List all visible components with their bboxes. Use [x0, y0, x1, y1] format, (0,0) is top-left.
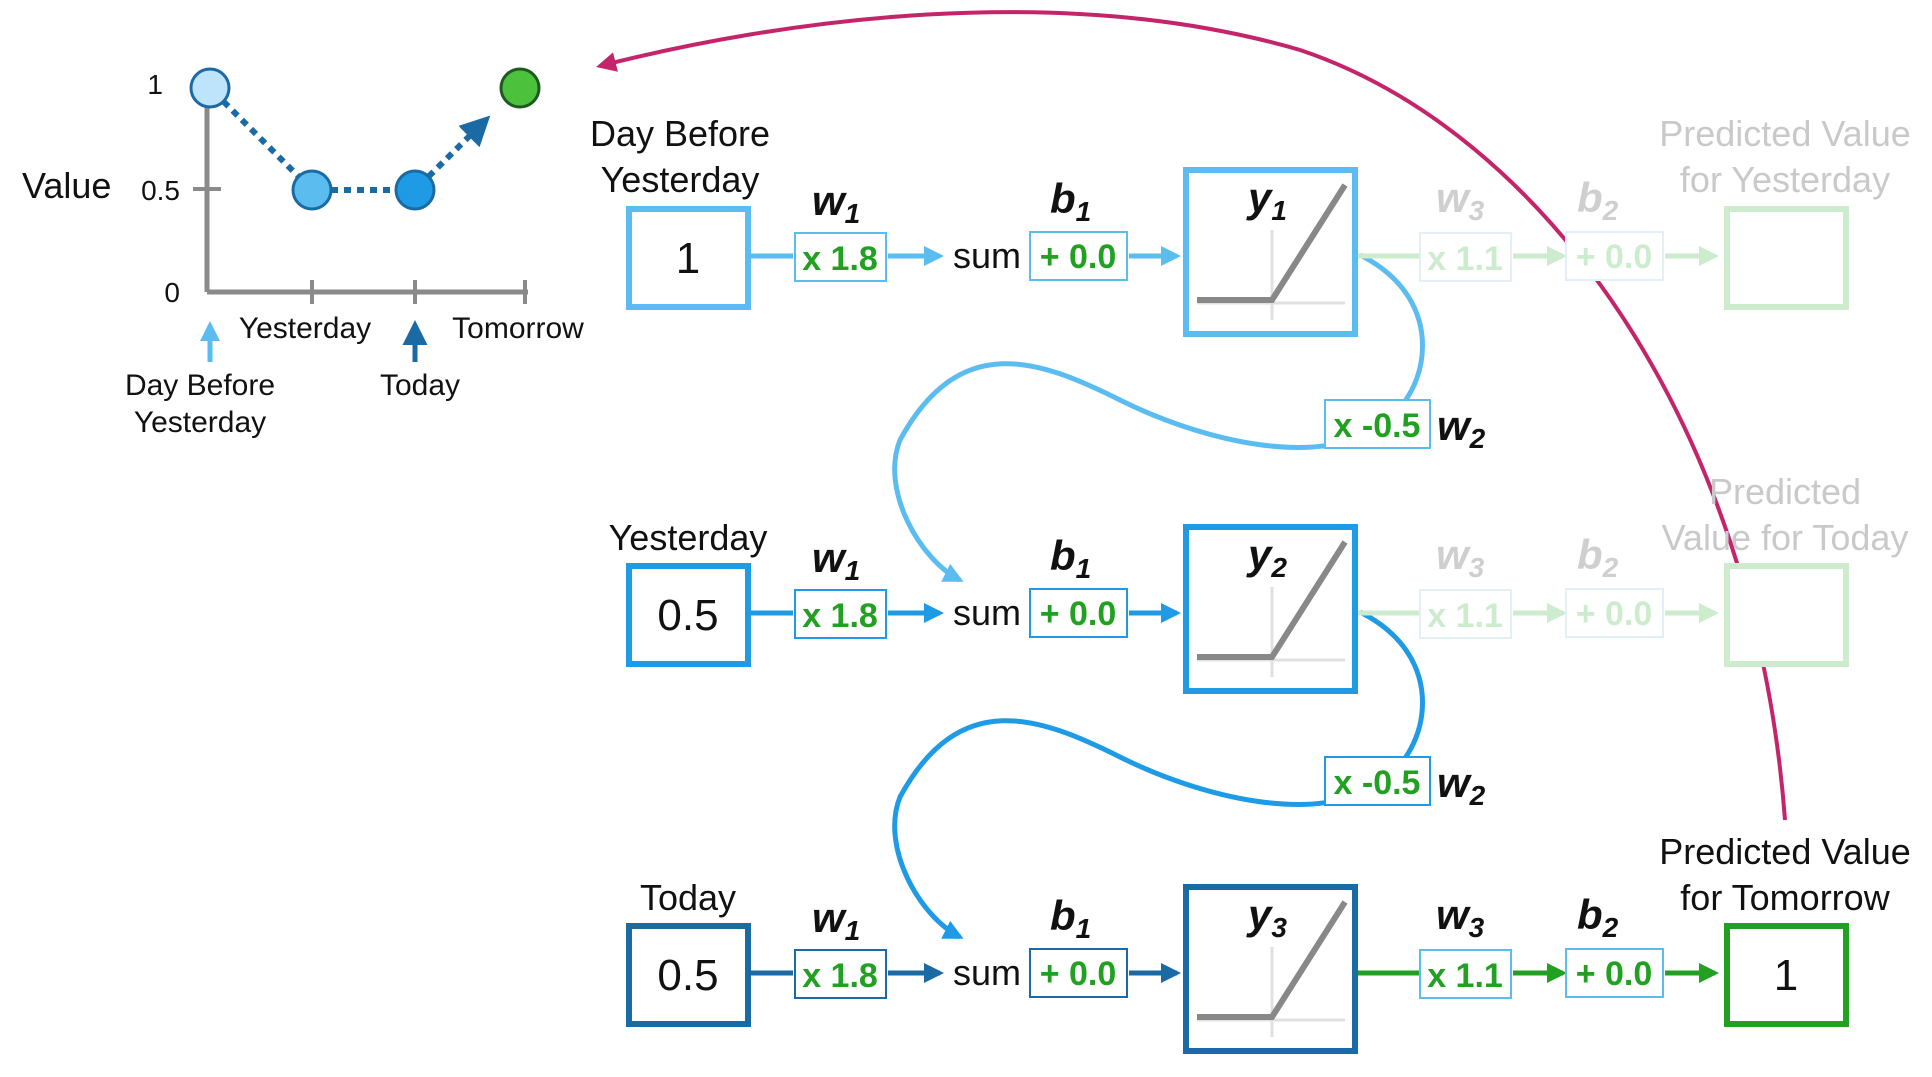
chart-series-lines — [221, 99, 491, 193]
w2-label: w2 — [1437, 402, 1486, 454]
b1-label: b1 — [1050, 892, 1091, 944]
output-label-line2: Value for Today — [1662, 517, 1909, 558]
b1-label: b1 — [1050, 532, 1091, 584]
w1-label: w1 — [812, 177, 860, 229]
b1-chip-value: + 0.0 — [1040, 955, 1117, 993]
y-tick-label-0: 0 — [164, 277, 180, 308]
sum-label: sum — [953, 592, 1021, 633]
w3-chip-value: x 1.1 — [1427, 240, 1503, 278]
w3-label: w3 — [1436, 174, 1485, 226]
series-segment — [426, 115, 491, 179]
output-label-line1: Predicted — [1709, 471, 1861, 512]
y-tick-label-1: 1 — [147, 69, 163, 100]
w3-chip — [1419, 232, 1512, 282]
row-yesterday: Yesterday 0.5 w1 x 1.8 sum b1 + 0.0 y2 w… — [609, 471, 1909, 694]
relu-curve — [1197, 900, 1348, 1020]
b1-label: b1 — [1050, 175, 1091, 227]
relu-curve — [1197, 540, 1348, 660]
b2-label: b2 — [1577, 174, 1619, 226]
input-label: Yesterday — [609, 517, 768, 558]
x-tick-label-tomorrow: Tomorrow — [452, 312, 584, 345]
input-box — [626, 206, 751, 310]
output-box — [1724, 206, 1849, 310]
b1-chip — [1029, 231, 1128, 281]
y-label: y2 — [1246, 531, 1287, 583]
w3-label: w3 — [1436, 531, 1485, 583]
output-label-line2: for Yesterday — [1680, 159, 1890, 200]
w1-chip-value: x 1.8 — [802, 240, 878, 278]
b2-chip-value: + 0.0 — [1576, 595, 1653, 633]
w2-chip — [1324, 756, 1431, 806]
b2-chip-value: + 0.0 — [1576, 955, 1653, 993]
chart-ylabel: Value — [22, 165, 111, 206]
relu-curve — [1197, 183, 1348, 303]
output-label-line2: for Tomorrow — [1680, 877, 1890, 918]
b1-chip — [1029, 948, 1128, 998]
data-point-predicted — [499, 67, 541, 109]
x-tick-label-yesterday: Yesterday — [239, 312, 371, 345]
w1-chip-value: x 1.8 — [802, 957, 878, 995]
w2-chip-value: x -0.5 — [1334, 764, 1421, 802]
y-tick-label-0.5: 0.5 — [141, 175, 180, 206]
input-box — [626, 563, 751, 667]
w1-label: w1 — [812, 894, 860, 946]
b2-chip-value: + 0.0 — [1576, 238, 1653, 276]
input-box — [626, 923, 751, 1027]
feedback-curve-1 — [892, 252, 1425, 583]
w1-chip — [794, 949, 887, 999]
w1-label: w1 — [812, 534, 860, 586]
w2-label: w2 — [1437, 759, 1486, 811]
output-label-line1: Predicted Value — [1659, 831, 1911, 872]
day-before-label-line2: Yesterday — [134, 406, 266, 439]
series-segment — [221, 99, 301, 179]
output-value: 1 — [1774, 951, 1798, 1000]
input-value: 0.5 — [657, 951, 718, 1000]
sum-label: sum — [953, 952, 1021, 993]
b2-chip — [1565, 948, 1664, 998]
input-label-line1: Day Before — [590, 113, 770, 154]
day-before-label-line1: Day Before — [125, 369, 275, 402]
output-box — [1724, 563, 1849, 667]
sum-label: sum — [953, 235, 1021, 276]
feedback-to-chart-arrow — [596, 10, 1787, 821]
input-value: 1 — [676, 234, 700, 283]
w3-label: w3 — [1436, 891, 1485, 943]
mini-line-chart: Value 1 0.5 0 Yesterday Tomorrow Day Bef… — [22, 67, 584, 439]
b2-chip — [1565, 588, 1664, 638]
output-box — [1724, 923, 1849, 1027]
row-day-before-yesterday: Day Before Yesterday 1 w1 x 1.8 sum b1 +… — [590, 113, 1911, 337]
y-label: y1 — [1246, 174, 1287, 226]
b1-chip-value: + 0.0 — [1040, 238, 1117, 276]
w1-chip-value: x 1.8 — [802, 597, 878, 635]
y-label: y3 — [1246, 891, 1287, 943]
data-point — [189, 67, 231, 109]
w2-chip-value: x -0.5 — [1334, 407, 1421, 445]
chart-series-points — [189, 67, 541, 211]
b2-label: b2 — [1577, 531, 1619, 583]
b2-chip — [1565, 231, 1664, 281]
b2-label: b2 — [1577, 891, 1619, 943]
w1-chip — [794, 232, 887, 282]
w1-chip — [794, 589, 887, 639]
row-today: Today 0.5 w1 x 1.8 sum b1 + 0.0 y3 w3 x … — [626, 831, 1911, 1054]
input-label: Today — [640, 877, 736, 918]
b1-chip-value: + 0.0 — [1040, 595, 1117, 633]
w3-chip-value: x 1.1 — [1427, 957, 1503, 995]
b1-chip — [1029, 588, 1128, 638]
w3-chip-value: x 1.1 — [1427, 597, 1503, 635]
w3-chip — [1419, 949, 1512, 999]
w2-chip — [1324, 399, 1431, 449]
data-point — [394, 169, 436, 211]
input-value: 0.5 — [657, 591, 718, 640]
feedback-chip-2: x -0.5 w2 — [1324, 756, 1486, 811]
w3-chip — [1419, 589, 1512, 639]
feedback-chip-1: x -0.5 w2 — [1324, 399, 1486, 454]
feedback-curve-2 — [892, 609, 1425, 940]
output-label-line1: Predicted Value — [1659, 113, 1911, 154]
data-point — [291, 169, 333, 211]
input-label-line2: Yesterday — [601, 159, 760, 200]
today-label: Today — [380, 369, 460, 402]
